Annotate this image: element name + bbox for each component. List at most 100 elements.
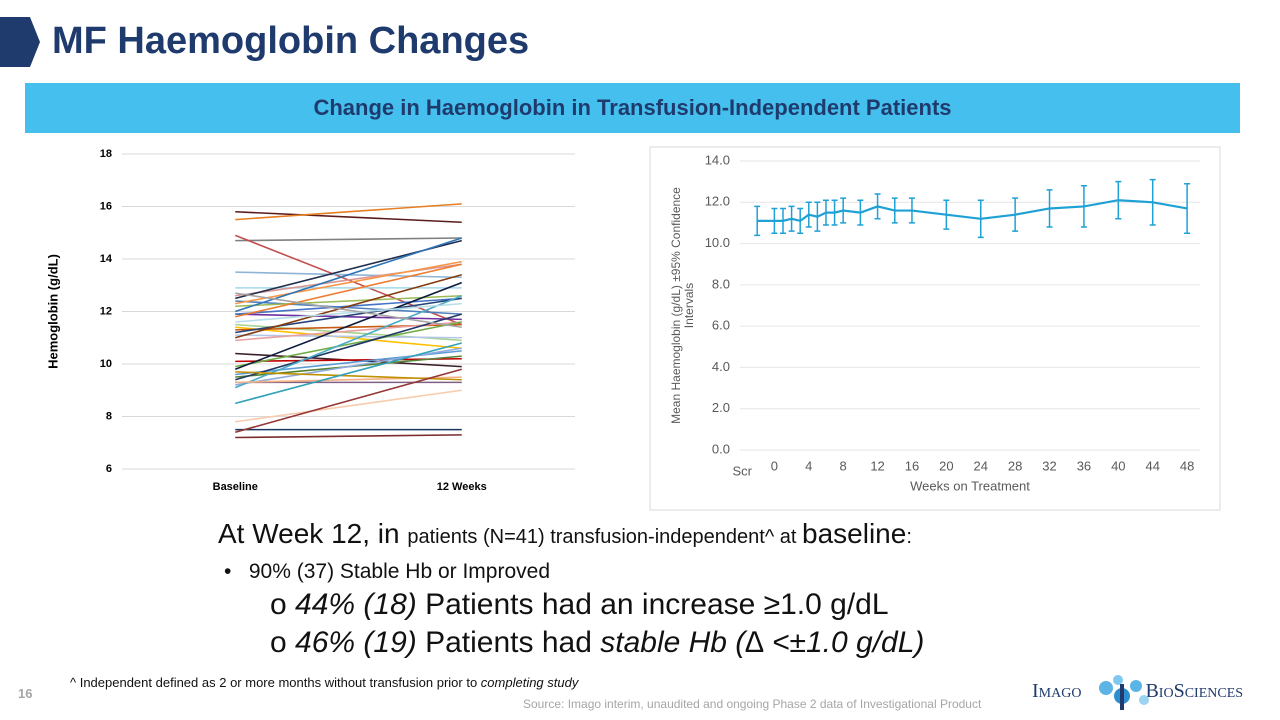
x-tick-label: Baseline (213, 481, 258, 493)
text: completing study (480, 675, 579, 690)
data-line (235, 263, 462, 318)
x-tick-label: 40 (1111, 458, 1125, 473)
error-bar (788, 205, 795, 232)
page-number: 16 (18, 686, 33, 701)
x-tick-label: 0 (771, 458, 778, 473)
data-line (234, 281, 463, 370)
error-bar (754, 205, 761, 237)
error-bar (1080, 185, 1087, 228)
x-tick-label: 12 Weeks (437, 481, 487, 493)
x-axis-label: Weeks on Treatment (910, 478, 1030, 493)
y-tick-label: 4.0 (712, 359, 730, 374)
x-tick-label: 24 (974, 458, 988, 473)
x-tick-label: 44 (1145, 458, 1159, 473)
data-line (235, 326, 462, 350)
data-line (235, 302, 462, 323)
logo: Imago BioSciences (1032, 680, 1243, 703)
data-line (235, 434, 462, 439)
logo-i (1120, 684, 1124, 710)
x-tick-label: 48 (1180, 458, 1194, 473)
y-tick-label: 14.0 (705, 152, 730, 167)
error-bar (908, 197, 915, 224)
y-tick-label: 6.0 (712, 318, 730, 333)
x-tick-label: 4 (805, 458, 812, 473)
x-tick-label: 28 (1008, 458, 1022, 473)
error-bar (1115, 180, 1122, 220)
sub-bullet: o 44% (18) Patients had an increase ≥1.0… (270, 588, 889, 621)
banner (25, 83, 1240, 133)
data-line (235, 273, 462, 339)
error-bar (977, 199, 984, 239)
logo-text: Imago (1032, 680, 1082, 702)
y-tick-label: 10.0 (705, 235, 730, 250)
data-line (235, 342, 462, 405)
y-tick-label: 8.0 (712, 276, 730, 291)
text: baseline (802, 518, 907, 549)
data-line (235, 292, 462, 329)
text: 44% (18) (295, 588, 417, 621)
error-bar (1012, 197, 1019, 232)
hb-spaghetti-chart: 6 8 10 12 14 16 18 Baseline 12 Weeks Hemoglobin (… (45, 148, 575, 493)
y-axis-label: Mean Haemoglobin (g/dL) ±95% Confidence (669, 187, 683, 424)
y-tick-label: 12 (100, 305, 112, 317)
text: Patients had (416, 626, 601, 659)
logo-text: BioSciences (1145, 680, 1244, 702)
error-bar (771, 207, 778, 234)
data-line (235, 237, 462, 242)
text: 46% (19) (295, 626, 417, 659)
data-line (235, 334, 462, 339)
bullet: • 90% (37) Stable Hb or Improved (224, 560, 551, 583)
error-bar (831, 199, 838, 226)
data-line (235, 313, 462, 321)
x-tick-label: 16 (905, 458, 919, 473)
banner-text: Change in Haemoglobin in Transfusion-Ind… (313, 95, 952, 120)
logo-icon (1099, 675, 1149, 710)
x-tick-label: Scr (732, 463, 752, 478)
data-line (235, 210, 462, 224)
data-line (235, 371, 462, 381)
x-tick-label: 20 (939, 458, 953, 473)
logo-dot (1113, 675, 1123, 685)
footnote: ^ Independent defined as 2 or more month… (70, 675, 578, 690)
data-line (234, 295, 463, 389)
x-tick-label: 32 (1042, 458, 1056, 473)
error-bar (779, 207, 786, 234)
text: 90% (37) Stable Hb or Improved (248, 560, 551, 583)
text: : (906, 526, 912, 548)
logo-dot (1139, 695, 1149, 705)
error-bar (1184, 182, 1191, 234)
x-tick-label: 8 (840, 458, 847, 473)
x-tick-label: 36 (1077, 458, 1091, 473)
error-bar (1149, 178, 1156, 226)
error-bar (840, 197, 847, 224)
text: ^ Independent defined as 2 or more month… (70, 675, 481, 690)
y-tick-label: 16 (100, 200, 112, 212)
logo-dot (1099, 681, 1113, 695)
y-tick-label: 0.0 (712, 441, 730, 456)
text: Patients had an increase ≥1.0 g/dL (416, 588, 889, 621)
y-axis-label: Intervals (682, 283, 696, 328)
y-tick-label: 18 (100, 148, 112, 160)
text: transfusion-independent^ (550, 526, 775, 548)
error-bar (857, 199, 864, 226)
error-bar (1046, 189, 1053, 228)
error-bar (943, 199, 950, 230)
data-line (757, 199, 1188, 223)
data-line (235, 389, 462, 423)
title-arrow (0, 17, 40, 67)
lead-text: At Week 12, in patients (N=41) transfusi… (218, 518, 912, 550)
chart-frame (649, 146, 1221, 511)
sub-bullet: o 46% (19) Patients had stable Hb (∆ <±1… (270, 626, 925, 659)
data-line (235, 263, 462, 297)
data-line (235, 368, 462, 434)
text: stable Hb (∆ <±1.0 g/dL) (600, 626, 925, 659)
error-bar (814, 201, 821, 232)
y-tick-label: 10 (100, 358, 112, 370)
text: at (774, 526, 802, 548)
error-bar (891, 197, 898, 224)
error-bar (822, 199, 829, 226)
error-bar (797, 207, 804, 234)
